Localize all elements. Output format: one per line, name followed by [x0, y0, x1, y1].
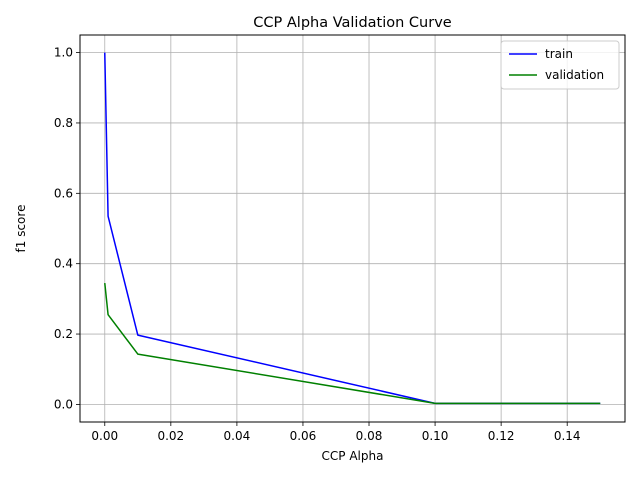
y-axis-ticks: 0.0 0.2 0.4 0.6 0.8 1.0 [54, 46, 80, 411]
legend: train validation [500, 40, 620, 90]
x-tick-label: 0.04 [224, 429, 251, 443]
x-tick-label: 0.02 [157, 429, 184, 443]
chart-title: CCP Alpha Validation Curve [253, 15, 452, 31]
x-axis-ticks: 0.00 0.02 0.04 0.06 0.08 0.10 0.12 0.14 [91, 422, 581, 443]
y-tick-label: 0.2 [54, 327, 73, 341]
x-tick-label: 0.08 [356, 429, 383, 443]
series-lines [104, 52, 601, 405]
legend-box [500, 40, 620, 90]
series-line-validation [104, 282, 601, 405]
y-tick-label: 0.8 [54, 116, 73, 130]
x-tick-label: 0.06 [290, 429, 317, 443]
x-tick-label: 0.12 [488, 429, 515, 443]
y-tick-label: 1.0 [54, 46, 73, 60]
legend-label: train [545, 47, 573, 61]
y-axis-title: f1 score [14, 205, 28, 253]
x-tick-label: 0.00 [91, 429, 118, 443]
y-tick-label: 0.0 [54, 397, 73, 411]
x-tick-label: 0.10 [422, 429, 449, 443]
legend-label: validation [545, 68, 604, 82]
x-axis-title: CCP Alpha [322, 449, 384, 463]
x-tick-label: 0.14 [554, 429, 581, 443]
y-tick-label: 0.6 [54, 186, 73, 200]
y-tick-label: 0.4 [54, 257, 73, 271]
plot-frame [79, 34, 626, 423]
grid-lines [80, 35, 625, 422]
